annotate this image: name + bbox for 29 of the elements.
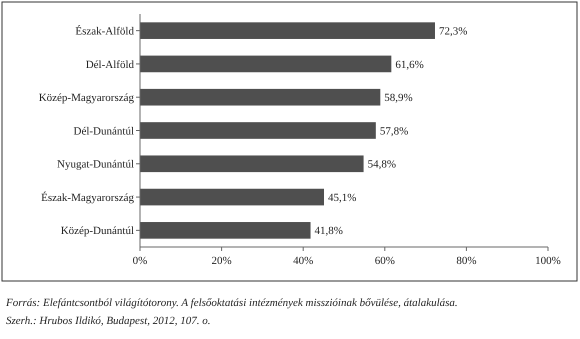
y-tick-label: Dél-Alföld bbox=[86, 58, 134, 71]
data-label: 72,3% bbox=[438, 25, 468, 38]
bar bbox=[140, 22, 435, 39]
data-label: 57,8% bbox=[380, 125, 408, 138]
y-tick-label: Közép-Dunántúl bbox=[60, 225, 134, 238]
bar bbox=[140, 56, 392, 72]
x-tick-label: 60% bbox=[374, 255, 395, 267]
data-label: 41,8% bbox=[314, 225, 343, 238]
bar bbox=[140, 222, 311, 239]
y-tick-label: Észak-Magyarország bbox=[41, 190, 134, 204]
bar bbox=[140, 155, 364, 172]
bar bbox=[140, 88, 380, 106]
x-tick-label: 20% bbox=[212, 255, 232, 267]
x-tick-label: 80% bbox=[456, 255, 476, 267]
data-label: 58,9% bbox=[384, 92, 413, 104]
y-tick-label: Észak-Alföld bbox=[75, 24, 134, 38]
data-label: 61,6% bbox=[395, 58, 424, 71]
text: Forrás: Elefántcsontból világítótorony. A felsőoktatási intézmények misszióinak bővülése, átalakulása. bbox=[5, 297, 458, 309]
y-tick-label: Dél-Dunántúl bbox=[74, 125, 134, 138]
data-label: 45,1% bbox=[328, 192, 356, 204]
y-tick-label: Nyugat-Dunántúl bbox=[57, 158, 134, 171]
text: Szerh.: Hrubos Ildikó, Budapest, 2012, 107. o. bbox=[6, 315, 211, 327]
x-tick-label: 100% bbox=[535, 255, 561, 267]
y-tick-label: Közép-Magyarország bbox=[38, 92, 134, 104]
bar bbox=[140, 188, 324, 206]
data-label: 54,8% bbox=[368, 158, 396, 171]
x-tick-label: 0% bbox=[132, 255, 148, 267]
bar bbox=[140, 122, 376, 139]
x-tick-label: 40% bbox=[293, 255, 314, 267]
